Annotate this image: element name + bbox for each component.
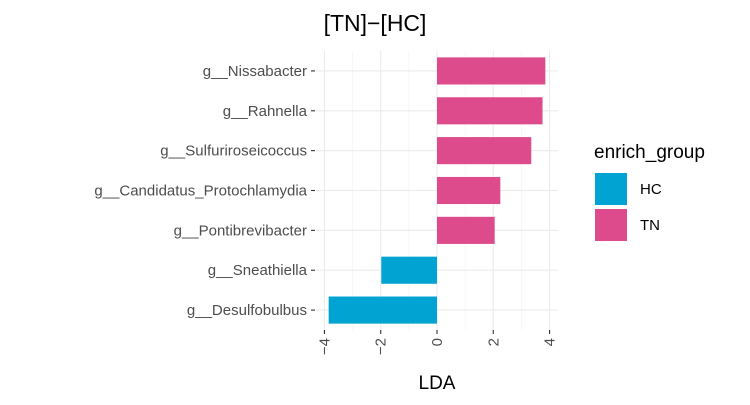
category-label: g__Sulfuriroseicoccus — [160, 143, 307, 160]
legend-title: enrich_group — [594, 142, 705, 163]
chart-title: [TN]−[HC] — [324, 10, 427, 36]
bar-g__Sulfuriroseicoccus — [437, 137, 532, 165]
category-label: g__Candidatus_Protochlamydia — [94, 183, 307, 200]
x-tick-label: 0 — [429, 338, 446, 346]
x-tick-label: −4 — [316, 338, 333, 355]
legend-swatch-TN — [595, 209, 627, 241]
bar-g__Nissabacter — [437, 57, 546, 85]
x-tick-label: 4 — [542, 338, 559, 346]
legend-label: HC — [640, 181, 662, 198]
category-label: g__Sneathiella — [208, 262, 308, 279]
bar-g__Rahnella — [437, 97, 543, 125]
x-ticks: −4 −2 0 2 4 — [316, 330, 559, 355]
legend-swatch-HC — [595, 173, 627, 205]
category-label: g__Desulfobulbus — [187, 302, 307, 319]
category-label: g__Nissabacter — [203, 63, 307, 80]
x-tick-label: 2 — [485, 338, 502, 346]
x-axis-title: LDA — [419, 373, 456, 394]
bars — [328, 57, 546, 324]
category-label: g__Rahnella — [223, 103, 308, 120]
category-label: g__Pontibrevibacter — [174, 222, 307, 239]
bar-g__Pontibrevibacter — [437, 216, 495, 244]
x-tick-label: −2 — [373, 338, 390, 355]
category-labels: g__Nissabacter g__Rahnella g__Sulfurirosei… — [94, 63, 315, 319]
bar-g__Sneathiella — [381, 256, 437, 284]
bar-g__Candidatus_Protochlamydia — [437, 176, 501, 205]
legend-label: TN — [640, 217, 660, 234]
legend: enrich_group HC TN — [594, 142, 705, 241]
bar-g__Desulfobulbus — [328, 296, 437, 324]
